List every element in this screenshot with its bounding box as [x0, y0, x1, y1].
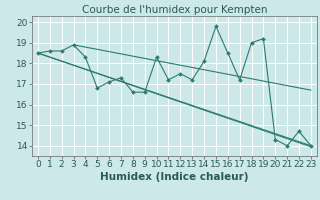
X-axis label: Humidex (Indice chaleur): Humidex (Indice chaleur): [100, 172, 249, 182]
Title: Courbe de l'humidex pour Kempten: Courbe de l'humidex pour Kempten: [82, 5, 267, 15]
